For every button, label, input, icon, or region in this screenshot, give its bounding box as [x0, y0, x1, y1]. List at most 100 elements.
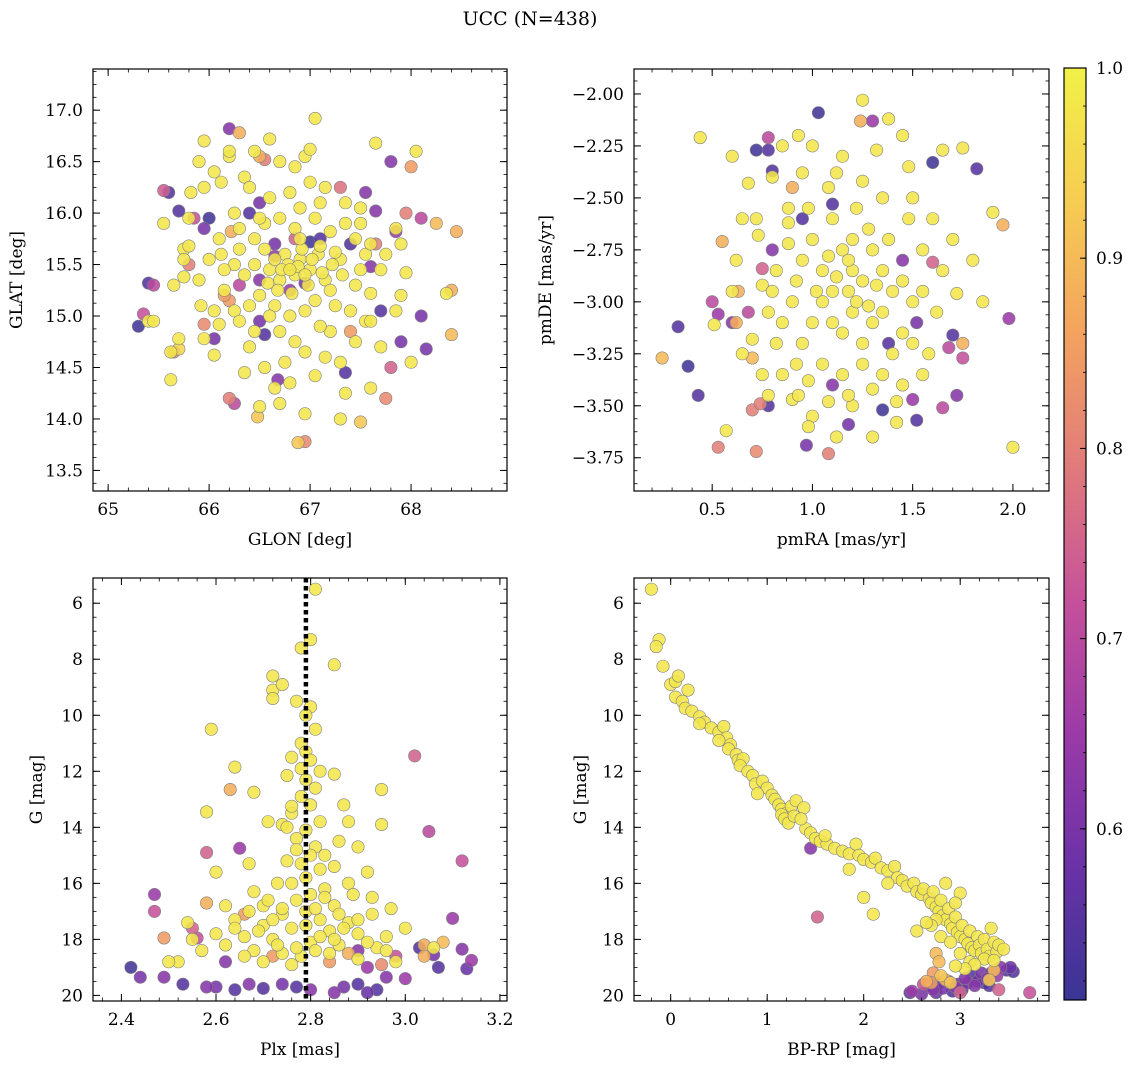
data-point: [298, 268, 312, 282]
data-point: [263, 309, 277, 323]
data-point: [318, 180, 332, 194]
data-point: [936, 264, 950, 278]
data-point: [427, 941, 441, 955]
data-point: [248, 258, 262, 272]
data-point: [841, 417, 855, 431]
data-point: [133, 970, 147, 984]
y-tick-label: 15.5: [45, 256, 83, 276]
data-point: [182, 211, 196, 225]
data-point: [906, 336, 920, 350]
x-tick-label: 2.0: [999, 500, 1026, 520]
data-point: [815, 264, 829, 278]
data-point: [799, 438, 813, 452]
y-tick-label: 12: [602, 762, 624, 782]
data-point: [148, 887, 162, 901]
data-point: [398, 921, 412, 935]
data-point: [325, 258, 339, 272]
y-tick-label: 16.5: [45, 153, 83, 173]
data-point: [725, 149, 739, 163]
data-point: [351, 927, 365, 941]
data-point: [781, 201, 795, 215]
y-tick-label: 10: [61, 706, 83, 726]
data-point: [369, 204, 383, 218]
data-point: [379, 930, 393, 944]
data-point: [761, 143, 775, 157]
data-point: [209, 865, 223, 879]
data-point: [849, 201, 863, 215]
data-point: [275, 977, 289, 991]
data-point: [809, 284, 823, 298]
data-point: [384, 360, 398, 374]
data-point: [719, 424, 733, 438]
scatter-points: [131, 111, 463, 450]
data-point: [644, 582, 658, 596]
panel-bottom-left: 2.4 2.6 2.8 3.0 3.2 6 8 10 12 14 16 18 20 Plx [mas] G …: [27, 577, 513, 1060]
data-point: [308, 582, 322, 596]
data-point: [313, 764, 327, 778]
data-point: [805, 139, 819, 153]
data-point: [755, 368, 769, 382]
x-tick-label: 65: [97, 500, 119, 520]
y-tick-label: −3.00: [572, 293, 624, 313]
data-point: [177, 252, 191, 266]
data-point: [997, 942, 1011, 956]
data-point: [735, 347, 749, 361]
panel-top-right: 0.5 1.0 1.5 2.0 −3.75 −3.50 −3.25 −3.00 −2.75 −2.…: [536, 68, 1050, 550]
x-tick-label: 3: [955, 1010, 966, 1030]
data-point: [313, 196, 327, 210]
data-point: [247, 944, 261, 958]
data-point: [348, 278, 362, 292]
data-point: [906, 392, 920, 406]
data-point: [825, 378, 839, 392]
data-point: [946, 328, 960, 342]
data-point: [327, 859, 341, 873]
data-point: [795, 253, 809, 267]
data-point: [200, 896, 214, 910]
data-point: [348, 232, 362, 246]
data-point: [801, 201, 815, 215]
y-tick-label: 18: [61, 930, 83, 950]
data-point: [308, 211, 322, 225]
data-point: [905, 984, 919, 998]
data-point: [394, 335, 408, 349]
data-point: [351, 977, 365, 991]
axes-frame: [92, 68, 508, 492]
data-point: [223, 782, 237, 796]
data-point: [896, 378, 910, 392]
data-point: [944, 976, 958, 990]
data-point: [866, 316, 880, 330]
data-point: [775, 316, 789, 330]
data-point: [364, 237, 378, 251]
data-point: [379, 944, 393, 958]
data-point: [273, 211, 287, 225]
data-point: [360, 960, 374, 974]
data-point: [214, 247, 228, 261]
data-point: [785, 181, 799, 195]
data-point: [337, 921, 351, 935]
data-point: [455, 942, 469, 956]
data-point: [268, 381, 282, 395]
data-point: [829, 430, 843, 444]
data-point: [327, 767, 341, 781]
data-point: [992, 983, 1006, 997]
data-point: [1023, 986, 1037, 1000]
x-axis-label: GLON [deg]: [248, 530, 352, 550]
data-point: [232, 126, 246, 140]
data-point: [968, 979, 982, 993]
data-point: [333, 412, 347, 426]
data-point: [200, 845, 214, 859]
panel-top-left: 65 66 67 68 13.5 14.0 14.5 15.0 15.5 16.0 16.5 17.0…: [7, 68, 508, 550]
data-point: [948, 896, 962, 910]
colorbar: 0.6 0.7 0.8 0.9 1.0: [1063, 59, 1123, 1001]
data-point: [247, 885, 261, 899]
data-point: [811, 106, 825, 120]
data-point: [256, 981, 270, 995]
data-point: [219, 955, 233, 969]
data-point: [950, 286, 964, 300]
data-point: [866, 907, 880, 921]
data-point: [715, 235, 729, 249]
y-tick-label: −2.25: [572, 137, 624, 157]
data-point: [248, 324, 262, 338]
data-point: [200, 805, 214, 819]
data-point: [769, 336, 783, 350]
